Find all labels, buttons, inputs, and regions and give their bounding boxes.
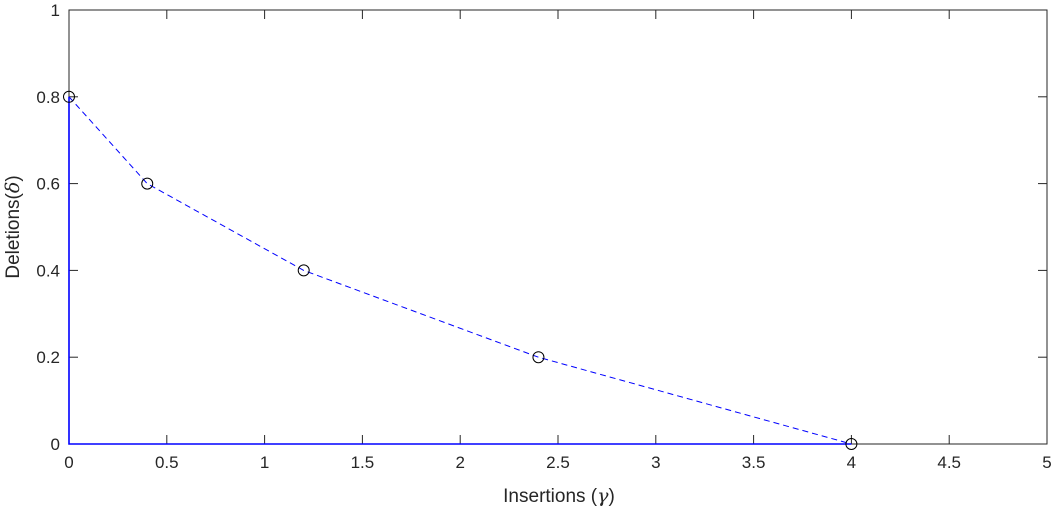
x-tick-label: 3.5 xyxy=(742,453,766,472)
x-tick-label: 4.5 xyxy=(937,453,961,472)
data-point-marker xyxy=(141,177,154,190)
x-tick-label: 2.5 xyxy=(546,453,570,472)
x-tick-label: 1.5 xyxy=(351,453,375,472)
y-axis-label-suffix: ) xyxy=(3,175,24,181)
x-tick-label: 1 xyxy=(260,453,269,472)
x-tick-label: 0 xyxy=(64,453,73,472)
x-tick-label: 0.5 xyxy=(155,453,179,472)
y-tick-label: 0.6 xyxy=(36,175,60,194)
data-point-marker xyxy=(845,438,858,450)
y-tick-label: 0 xyxy=(51,435,60,454)
y-tick-label: 1 xyxy=(51,1,60,20)
y-axis-label-prefix: Deletions( xyxy=(3,192,24,278)
x-tick-label: 4 xyxy=(847,453,856,472)
data-point-marker xyxy=(297,264,310,277)
y-tick-label: 0.8 xyxy=(36,88,60,107)
y-axis-ticks: 0 0.2 0.4 0.6 0.8 1 xyxy=(36,1,1047,454)
x-axis-label-prefix: Insertions ( xyxy=(503,486,598,507)
x-tick-label: 3 xyxy=(651,453,660,472)
boundary-line xyxy=(68,96,852,445)
dashed-series-line xyxy=(68,96,852,445)
x-tick-label: 5 xyxy=(1042,453,1051,472)
x-axis-label-symbol: γ xyxy=(597,485,609,507)
y-axis-label-symbol: δ xyxy=(2,182,24,193)
series-layer xyxy=(63,90,858,450)
data-point-marker xyxy=(63,90,75,103)
y-tick-label: 0.4 xyxy=(36,261,60,280)
y-axis-label: Deletions(δ) xyxy=(2,175,24,278)
data-point-marker xyxy=(532,351,545,364)
x-tick-label: 2 xyxy=(455,453,464,472)
x-axis-ticks: 0 0.5 1 1.5 2 2.5 3 3.5 4 4.5 5 xyxy=(64,10,1052,472)
x-axis-label-suffix: ) xyxy=(609,486,615,507)
x-axis-label: Insertions (γ) xyxy=(503,485,615,507)
y-tick-label: 0.2 xyxy=(36,348,60,367)
